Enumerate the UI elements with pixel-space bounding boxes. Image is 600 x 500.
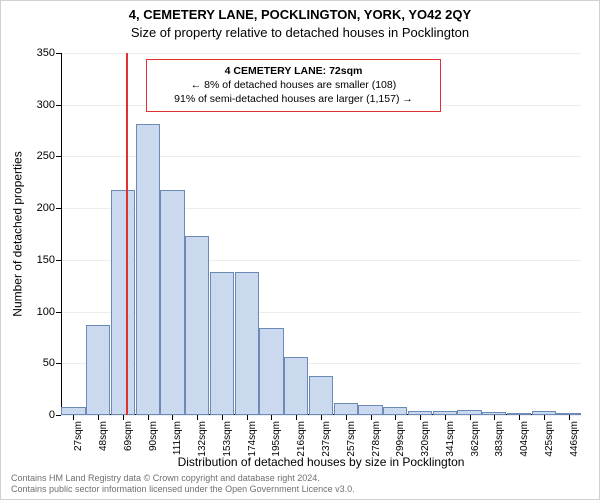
histogram-bar bbox=[136, 124, 160, 415]
histogram-bar bbox=[383, 407, 407, 415]
histogram-bar bbox=[284, 357, 308, 415]
annotation-box: 4 CEMETERY LANE: 72sqm← 8% of detached h… bbox=[146, 59, 441, 112]
property-marker-line bbox=[126, 53, 128, 415]
x-axis-label: Distribution of detached houses by size … bbox=[61, 455, 581, 469]
chart-subtitle: Size of property relative to detached ho… bbox=[1, 25, 599, 40]
y-tick-label: 250 bbox=[15, 150, 55, 162]
x-tick-mark bbox=[98, 415, 99, 420]
x-tick-mark bbox=[296, 415, 297, 420]
footer-line2: Contains public sector information licen… bbox=[11, 484, 355, 495]
y-tick-label: 350 bbox=[15, 47, 55, 59]
y-tick-mark bbox=[56, 260, 61, 261]
x-tick-mark bbox=[371, 415, 372, 420]
y-tick-mark bbox=[56, 312, 61, 313]
y-tick-mark bbox=[56, 208, 61, 209]
x-tick-mark bbox=[197, 415, 198, 420]
x-tick-mark bbox=[123, 415, 124, 420]
chart-container: 4, CEMETERY LANE, POCKLINGTON, YORK, YO4… bbox=[0, 0, 600, 500]
x-tick-mark bbox=[148, 415, 149, 420]
histogram-bar bbox=[259, 328, 283, 415]
annotation-line3: 91% of semi-detached houses are larger (… bbox=[155, 92, 432, 106]
x-tick-mark bbox=[271, 415, 272, 420]
y-tick-mark bbox=[56, 53, 61, 54]
x-tick-mark bbox=[420, 415, 421, 420]
y-tick-mark bbox=[56, 415, 61, 416]
x-tick-mark bbox=[519, 415, 520, 420]
plot-area: 05010015020025030035027sqm48sqm69sqm90sq… bbox=[61, 53, 581, 415]
histogram-bar bbox=[61, 407, 85, 415]
x-tick-mark bbox=[346, 415, 347, 420]
histogram-bar bbox=[86, 325, 110, 415]
footer-attribution: Contains HM Land Registry data © Crown c… bbox=[11, 473, 355, 495]
histogram-bar bbox=[210, 272, 234, 415]
y-tick-mark bbox=[56, 156, 61, 157]
y-tick-label: 150 bbox=[15, 254, 55, 266]
y-tick-label: 300 bbox=[15, 99, 55, 111]
y-tick-label: 200 bbox=[15, 202, 55, 214]
y-tick-mark bbox=[56, 363, 61, 364]
footer-line1: Contains HM Land Registry data © Crown c… bbox=[11, 473, 355, 484]
x-tick-mark bbox=[247, 415, 248, 420]
histogram-bar bbox=[235, 272, 259, 415]
annotation-line2: ← 8% of detached houses are smaller (108… bbox=[155, 78, 432, 92]
histogram-bar bbox=[334, 403, 358, 415]
y-tick-label: 50 bbox=[15, 357, 55, 369]
x-tick-mark bbox=[494, 415, 495, 420]
x-tick-mark bbox=[395, 415, 396, 420]
y-tick-mark bbox=[56, 105, 61, 106]
x-tick-mark bbox=[222, 415, 223, 420]
x-tick-mark bbox=[321, 415, 322, 420]
histogram-bar bbox=[160, 190, 184, 415]
annotation-line1: 4 CEMETERY LANE: 72sqm bbox=[155, 64, 432, 78]
y-axis-label: Number of detached properties bbox=[11, 151, 25, 316]
y-tick-label: 100 bbox=[15, 306, 55, 318]
x-tick-mark bbox=[569, 415, 570, 420]
gridline bbox=[61, 53, 581, 54]
y-tick-label: 0 bbox=[15, 409, 55, 421]
x-tick-mark bbox=[73, 415, 74, 420]
x-tick-mark bbox=[544, 415, 545, 420]
chart-title-address: 4, CEMETERY LANE, POCKLINGTON, YORK, YO4… bbox=[1, 7, 599, 22]
histogram-bar bbox=[309, 376, 333, 415]
x-tick-mark bbox=[445, 415, 446, 420]
y-axis-line bbox=[61, 53, 62, 415]
histogram-bar bbox=[185, 236, 209, 415]
histogram-bar bbox=[358, 405, 382, 415]
histogram-bar bbox=[111, 190, 135, 415]
x-tick-mark bbox=[172, 415, 173, 420]
x-tick-mark bbox=[470, 415, 471, 420]
